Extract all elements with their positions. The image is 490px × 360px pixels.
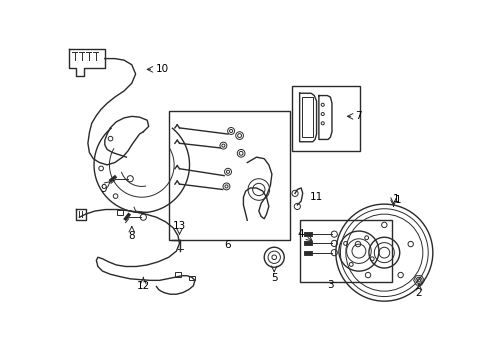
Text: 6: 6 [225, 240, 231, 250]
Text: 8: 8 [128, 231, 135, 241]
Bar [292, 86, 360, 151]
Text: 11: 11 [310, 192, 323, 202]
Bar [302, 97, 313, 137]
Bar [300, 220, 392, 282]
Text: 9: 9 [100, 184, 107, 194]
Text: 13: 13 [173, 221, 186, 231]
Bar [175, 272, 181, 276]
Text: 10: 10 [156, 64, 169, 75]
Text: 2: 2 [416, 288, 422, 298]
Text: 5: 5 [271, 273, 277, 283]
Bar [189, 276, 195, 280]
Text: 1: 1 [392, 194, 399, 204]
Text: 3: 3 [327, 280, 334, 290]
Text: 1: 1 [395, 194, 402, 204]
Text: 4: 4 [298, 229, 304, 239]
Bar [169, 111, 291, 240]
Bar [117, 210, 123, 215]
Text: 12: 12 [137, 281, 150, 291]
Text: 7: 7 [355, 111, 362, 121]
